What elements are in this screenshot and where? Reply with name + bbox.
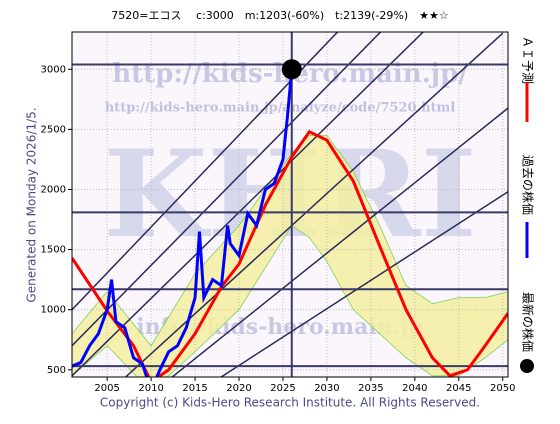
y-tick-label: 2500 (41, 124, 66, 135)
chart-title: 7520=エコス c:3000 m:1203(-60%) t:2139(-29%… (111, 9, 449, 22)
legend-label: ＡＩ予測 (521, 36, 535, 84)
latest-price (281, 59, 302, 80)
trend-line (72, 32, 339, 311)
x-tick-label: 2035 (358, 383, 383, 394)
copyright: Copyright (c) Kids-Hero Research Institu… (100, 396, 480, 410)
legend-label: 過去の株価 (521, 155, 536, 215)
series-line (72, 129, 508, 377)
x-tick-label: 2010 (138, 383, 163, 394)
watermark: http://kids-hero.main.jp/analyze/code/75… (105, 101, 456, 116)
x-tick-label: 2015 (182, 383, 207, 394)
x-tick-label: 2025 (270, 383, 295, 394)
y-tick-label: 3000 (41, 64, 66, 75)
x-tick-label: 2040 (402, 383, 427, 394)
y-tick-label: 1000 (41, 305, 66, 316)
x-tick-label: 2050 (490, 383, 515, 394)
x-tick-label: 2020 (226, 383, 251, 394)
trend-line (72, 32, 382, 347)
series-line (72, 69, 294, 377)
overlay: 500 1000 1500 2000 2500 3000 2005 2010 2015 2020 2… (41, 31, 536, 394)
x-tick-label: 2045 (446, 383, 471, 394)
trend-line (219, 190, 508, 377)
trend-line (170, 107, 508, 377)
side-note: Generated on Monday 2026/1/5. (25, 107, 39, 302)
y-tick-label: 1500 (41, 245, 66, 256)
y-tick-label: 2000 (41, 184, 66, 195)
legend-label: 最新の株価 (521, 292, 536, 352)
x-tick-label: 2030 (314, 383, 339, 394)
plot-frame (71, 31, 509, 378)
trend-line (72, 32, 425, 377)
plot-area: KHRIhttp://kids-hero.main.jp/http://kids… (72, 32, 508, 377)
legend-swatch (520, 359, 534, 373)
x-tick-label: 2005 (94, 383, 119, 394)
y-tick-label: 500 (47, 365, 66, 376)
trend-line (124, 32, 504, 377)
